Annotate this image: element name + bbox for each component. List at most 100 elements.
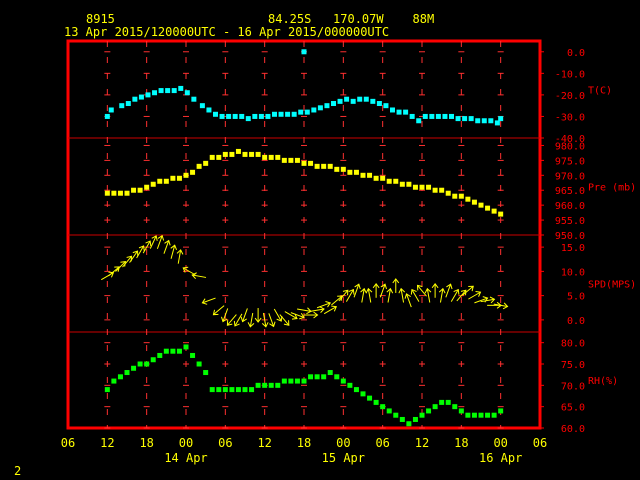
pressure-point	[347, 169, 353, 175]
y-tick-label: -30.0	[555, 112, 585, 123]
humidity-point	[406, 421, 412, 427]
wind-arrow-head	[372, 282, 380, 289]
wind-arrow	[416, 284, 427, 297]
y-tick-label: 65.0	[561, 403, 585, 414]
y-tick-label: 75.0	[561, 360, 585, 371]
wind-arrow	[438, 287, 446, 303]
temperature-point	[429, 113, 435, 119]
pressure-point	[190, 169, 196, 175]
humidity-point	[491, 412, 497, 418]
wind-arrow-head	[319, 306, 325, 313]
x-tick-label: 06	[218, 436, 232, 450]
wind-arrow-head	[438, 287, 446, 294]
temperature-point	[152, 90, 158, 96]
wind-arrow-shaft	[262, 312, 267, 327]
temperature-point	[383, 103, 389, 109]
wind-arrow	[129, 250, 139, 263]
wind-arrow-head	[502, 302, 509, 310]
wind-arrow-shaft	[331, 295, 343, 306]
temperature-point	[104, 113, 110, 119]
wind-arrow-shaft	[439, 288, 444, 303]
wind-arrow-shaft	[170, 245, 176, 259]
wind-arrow-shaft	[297, 308, 311, 312]
wind-arrow-head	[348, 288, 355, 295]
wind-arrow	[279, 314, 290, 326]
y-tick-label: 0.0	[567, 316, 585, 327]
wind-arrow-head	[380, 283, 387, 290]
wind-arrow-head	[398, 287, 406, 294]
humidity-point	[465, 412, 471, 418]
temperature-point	[171, 88, 177, 94]
panel-label-pressure: Pre (mb)	[588, 183, 636, 194]
wind-arrow-head	[475, 291, 482, 297]
wind-arrow-head	[108, 271, 115, 278]
wind-arrow	[268, 313, 276, 328]
wind-arrow-head	[313, 311, 319, 319]
temperature-point	[468, 116, 474, 122]
temperature-point	[206, 107, 212, 113]
wind-arrow-head	[254, 317, 262, 323]
wind-arrow-head	[138, 245, 145, 251]
time-period: 13 Apr 2015/120000UTC - 16 Apr 2015/0000…	[64, 25, 390, 39]
wind-arrow-head	[132, 250, 139, 257]
wind-arrow	[136, 245, 145, 259]
pressure-point	[426, 184, 432, 190]
humidity-point	[445, 399, 451, 405]
humidity-point	[203, 370, 209, 376]
wind-arrow	[303, 311, 319, 319]
wind-arrow-shaft	[474, 297, 488, 304]
pressure-point	[288, 157, 294, 163]
wind-arrow-head	[191, 272, 197, 280]
temperature-point	[272, 111, 277, 117]
wind-arrow-shaft	[493, 303, 508, 308]
wind-arrow-shaft	[122, 255, 132, 268]
humidity-point	[498, 408, 504, 414]
pressure-point	[249, 151, 255, 157]
wind-arrow-head	[201, 298, 208, 305]
temperature-point	[119, 103, 125, 109]
temperature-point	[370, 98, 376, 104]
temperature-point	[232, 113, 238, 119]
wind-arrow	[468, 291, 482, 300]
pressure-point	[150, 181, 156, 187]
pressure-point	[294, 157, 300, 163]
humidity-point	[308, 374, 314, 380]
wind-arrow-head	[360, 287, 367, 294]
panel-label-temperature: T(C)	[588, 86, 612, 97]
humidity-point	[426, 408, 432, 414]
pressure-point	[170, 175, 176, 181]
wind-arrow-head	[299, 312, 305, 320]
humidity-point	[399, 416, 405, 422]
temperature-point	[462, 116, 468, 122]
wind-arrow	[254, 308, 262, 323]
wind-arrow-head	[342, 289, 349, 296]
y-tick-label: 970.0	[555, 171, 585, 182]
wind-arrow	[212, 305, 225, 316]
humidity-point	[275, 382, 281, 388]
humidity-point	[281, 378, 287, 384]
temperature-point	[158, 88, 164, 94]
temperature-point	[125, 101, 131, 107]
temperature-point	[416, 118, 422, 124]
wind-arrow-head	[276, 316, 283, 322]
wind-arrow-shaft	[323, 306, 337, 315]
wind-arrow	[462, 285, 474, 296]
x-tick-label: 12	[257, 436, 271, 450]
wind-arrow-shaft	[310, 308, 325, 312]
temperature-point	[435, 113, 441, 119]
wind-arrow-head	[331, 305, 338, 312]
humidity-point	[150, 357, 156, 363]
humidity-point	[268, 382, 274, 388]
wind-arrow-head	[176, 249, 184, 255]
wind-arrow	[386, 287, 394, 303]
humidity-point	[216, 387, 222, 393]
wind-arrow-head	[164, 239, 171, 246]
pressure-point	[176, 175, 182, 181]
wind-arrow	[445, 283, 453, 298]
wind-arrow	[247, 312, 255, 328]
pressure-point	[321, 163, 327, 169]
temperature-point	[396, 109, 402, 115]
pressure-point	[353, 169, 359, 175]
x-tick-label: 00	[336, 436, 350, 450]
station-location: 84.25S 170.07W 88M	[268, 12, 435, 26]
